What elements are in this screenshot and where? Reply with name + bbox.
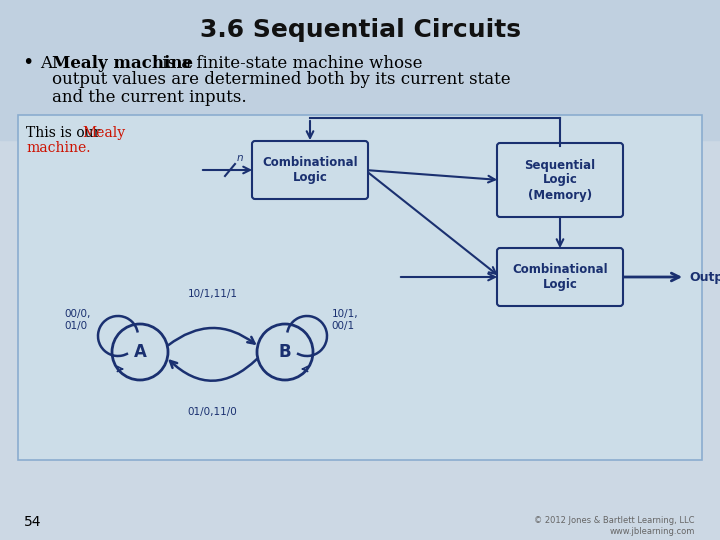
Text: 01/0,11/0: 01/0,11/0 [188,407,238,417]
Text: Combinational
Logic: Combinational Logic [262,156,358,184]
Text: © 2012 Jones & Bartlett Learning, LLC
www.jblearning.com: © 2012 Jones & Bartlett Learning, LLC ww… [534,516,695,536]
FancyBboxPatch shape [497,143,623,217]
Text: •: • [22,53,33,72]
Text: Sequential
Logic
(Memory): Sequential Logic (Memory) [524,159,595,201]
Text: machine.: machine. [26,141,91,155]
Text: A: A [40,55,58,71]
Text: 3.6 Sequential Circuits: 3.6 Sequential Circuits [199,18,521,42]
Text: Combinational
Logic: Combinational Logic [512,263,608,291]
Text: 10/1,11/1: 10/1,11/1 [187,289,238,299]
Text: B: B [279,343,292,361]
FancyBboxPatch shape [18,115,702,460]
Text: and the current inputs.: and the current inputs. [52,89,247,105]
Bar [0,0,720,140]
Text: Mealy machine: Mealy machine [52,55,193,71]
FancyBboxPatch shape [252,141,368,199]
Text: n: n [237,153,243,163]
Text: Output: Output [689,271,720,284]
FancyBboxPatch shape [497,248,623,306]
Text: A: A [134,343,146,361]
Text: output values are determined both by its current state: output values are determined both by its… [52,71,510,89]
Text: 54: 54 [24,515,42,529]
Text: This is our: This is our [26,126,104,140]
Text: 00/0,
01/0: 00/0, 01/0 [65,309,91,331]
Text: 10/1,
00/1: 10/1, 00/1 [332,309,359,331]
Text: Mealy: Mealy [82,126,125,140]
Text: is a finite-state machine whose: is a finite-state machine whose [157,55,423,71]
